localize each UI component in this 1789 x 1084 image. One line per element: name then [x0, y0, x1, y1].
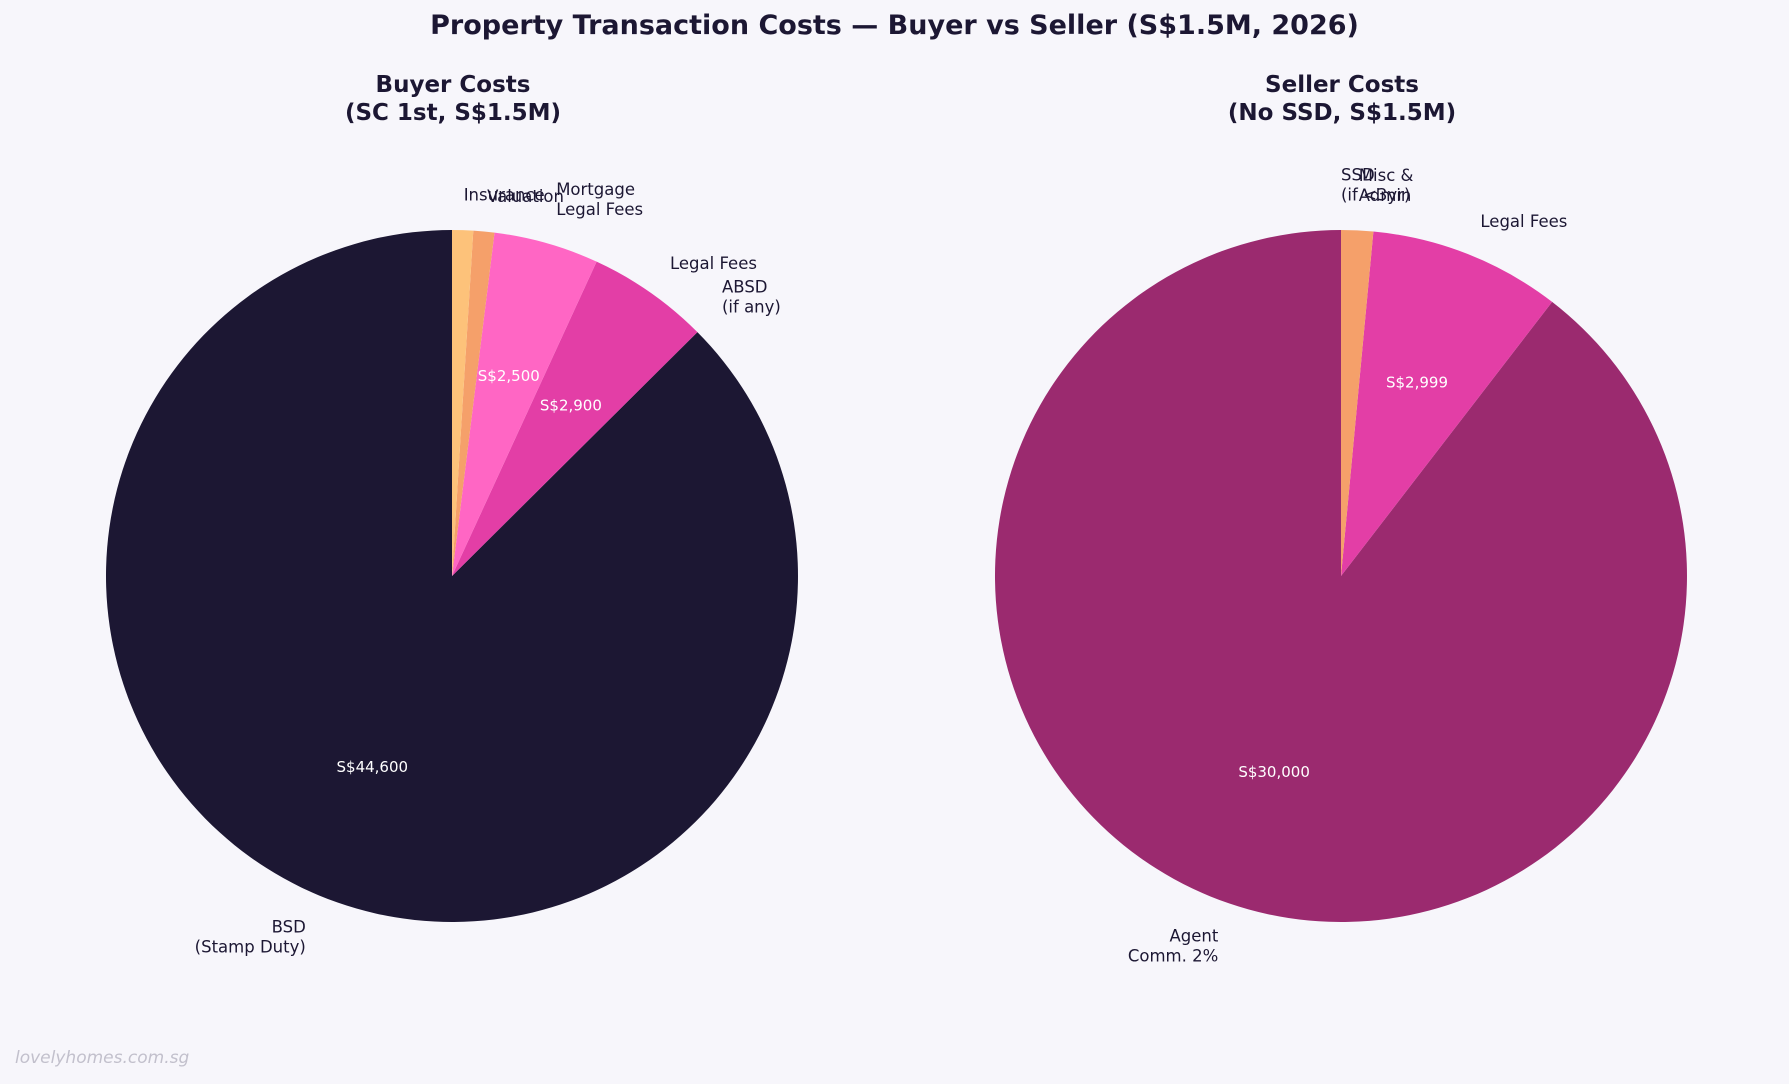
seller-pie-title-line-2: (No SSD, S$1.5M) — [1227, 100, 1457, 126]
buyer-slice-insurance — [452, 230, 474, 576]
seller-slice-misc-admin-label: Misc & Admin — [1359, 165, 1414, 204]
seller-slice-agent-comm-2-value-label: S$30,000 — [1238, 763, 1310, 781]
buyer-slice-mortgage-legal-fees — [452, 232, 597, 576]
seller-slice-legal-fees-value-label: S$2,999 — [1386, 373, 1448, 391]
buyer-costs-pie: BSD (Stamp Duty) S$44,600 ABSD (if any) Legal… — [105, 179, 798, 956]
buyer-slice-mortgage-legal-fees-label: Mortgage Legal Fees — [556, 179, 643, 218]
buyer-slice-bsd-stamp-duty-label: BSD (Stamp Duty) — [195, 917, 306, 956]
buyer-slice-valuation — [452, 230, 495, 576]
buyer-slice-bsd-stamp-duty-value-label: S$44,600 — [337, 758, 409, 776]
seller-slice-agent-comm-2-label: Agent Comm. 2% — [1128, 926, 1219, 965]
seller-pie-title-line-1: Seller Costs — [1265, 72, 1419, 98]
buyer-slice-legal-fees-value-label: S$2,900 — [540, 396, 602, 414]
seller-slice-ssd-if-3yr-label: SSD (if <3yr) — [1341, 165, 1410, 204]
buyer-slice-bsd-stamp-duty — [105, 230, 798, 922]
seller-slice-legal-fees — [1341, 231, 1553, 576]
seller-pie-title: Seller Costs (No SSD, S$1.5M) — [992, 71, 1692, 127]
seller-slice-misc-admin — [1341, 230, 1374, 576]
buyer-slice-mortgage-legal-fees-value-label: S$2,500 — [478, 367, 540, 385]
buyer-pie-title: Buyer Costs (SC 1st, S$1.5M) — [103, 71, 803, 127]
chart-title: Property Transaction Costs — Buyer vs Se… — [430, 10, 1359, 41]
seller-slice-legal-fees-label: Legal Fees — [1480, 211, 1567, 230]
buyer-slice-absd-if-any-label: ABSD (if any) — [722, 277, 781, 316]
buyer-slice-insurance-label: Insurance — [464, 185, 545, 204]
seller-costs-pie: Agent Comm. 2% S$30,000 Legal Fees S$2,999 Mi… — [994, 165, 1687, 965]
buyer-pie-title-line-2: (SC 1st, S$1.5M) — [344, 100, 562, 126]
watermark-text: lovelyhomes.com.sg — [15, 1048, 190, 1068]
buyer-pie-title-line-1: Buyer Costs — [375, 72, 531, 98]
buyer-slice-legal-fees-label: Legal Fees — [670, 254, 757, 273]
buyer-slice-legal-fees — [452, 261, 698, 576]
seller-slice-agent-comm-2 — [994, 230, 1687, 922]
buyer-slice-valuation-label: Valuation — [487, 187, 564, 206]
